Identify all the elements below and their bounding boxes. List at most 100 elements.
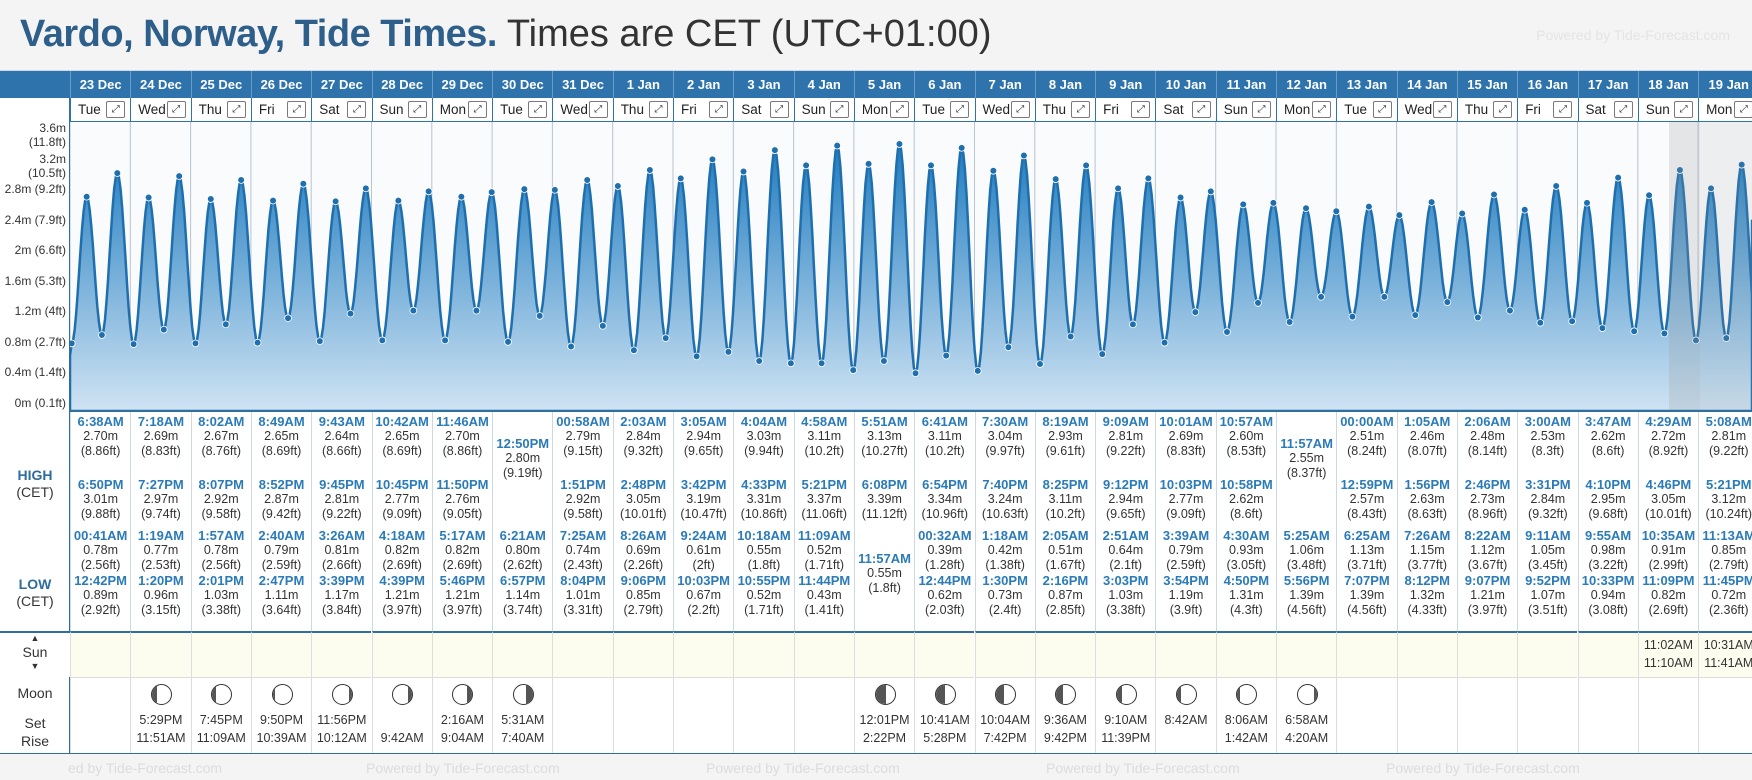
tide-point[interactable]	[1348, 312, 1357, 321]
tide-point[interactable]	[82, 192, 91, 201]
tide-point[interactable]	[1583, 199, 1591, 207]
expand-day-button[interactable]: ⤢	[1674, 101, 1694, 118]
tide-point[interactable]	[129, 340, 138, 348]
tide-point[interactable]	[394, 196, 403, 205]
tide-point[interactable]	[175, 172, 183, 180]
tide-point[interactable]	[472, 306, 481, 315]
tide-point[interactable]	[237, 176, 245, 184]
tide-point[interactable]	[191, 339, 200, 348]
tide-point[interactable]	[1490, 190, 1498, 199]
footer-powered-3[interactable]: Powered by Tide-Forecast.com	[706, 760, 900, 776]
tide-point[interactable]	[833, 141, 841, 150]
tide-point[interactable]	[724, 348, 733, 356]
expand-day-button[interactable]: ⤢	[166, 101, 186, 118]
tide-point[interactable]	[1660, 329, 1669, 338]
tide-point[interactable]	[1365, 202, 1373, 211]
sun-down-arrow[interactable]: ▼	[30, 661, 40, 671]
tide-point[interactable]	[70, 339, 76, 348]
sun-up-arrow[interactable]: ▲	[30, 633, 40, 643]
tide-point[interactable]	[441, 336, 449, 345]
expand-day-button[interactable]: ⤢	[709, 101, 729, 118]
tide-point[interactable]	[253, 338, 262, 347]
tide-point[interactable]	[942, 351, 950, 360]
expand-day-button[interactable]: ⤢	[1312, 101, 1332, 118]
tide-point[interactable]	[1552, 182, 1560, 190]
expand-day-button[interactable]: ⤢	[1071, 101, 1091, 118]
tide-point[interactable]	[802, 161, 810, 170]
expand-day-button[interactable]: ⤢	[829, 101, 849, 118]
tide-point[interactable]	[755, 357, 763, 365]
tide-point[interactable]	[1443, 298, 1452, 306]
tide-point[interactable]	[535, 312, 544, 320]
expand-day-button[interactable]: ⤢	[407, 101, 427, 118]
tide-point[interactable]	[708, 155, 717, 164]
expand-day-button[interactable]: ⤢	[1010, 101, 1030, 118]
tide-point[interactable]	[113, 169, 122, 177]
tide-point[interactable]	[1239, 200, 1248, 209]
tide-point[interactable]	[1098, 350, 1107, 358]
tide-point[interactable]	[1458, 209, 1466, 218]
tide-point[interactable]	[1332, 207, 1341, 216]
expand-day-button[interactable]: ⤢	[1131, 101, 1151, 118]
expand-day-button[interactable]: ⤢	[1493, 101, 1513, 118]
tide-point[interactable]	[646, 166, 654, 174]
tide-point[interactable]	[1520, 205, 1529, 214]
expand-day-button[interactable]: ⤢	[1251, 101, 1271, 118]
expand-day-button[interactable]: ⤢	[287, 101, 307, 118]
tide-point[interactable]	[1722, 334, 1731, 342]
tide-point[interactable]	[927, 161, 935, 170]
tide-point[interactable]	[520, 185, 529, 193]
tide-point[interactable]	[346, 309, 355, 318]
expand-day-button[interactable]: ⤢	[347, 101, 367, 118]
tide-point[interactable]	[378, 336, 387, 345]
tide-point[interactable]	[567, 342, 575, 351]
expand-day-button[interactable]: ⤢	[226, 101, 246, 118]
tide-point[interactable]	[1269, 199, 1278, 207]
tide-point[interactable]	[1474, 313, 1482, 322]
tide-point[interactable]	[409, 306, 418, 315]
tide-point[interactable]	[144, 193, 153, 202]
tide-point[interactable]	[1176, 193, 1185, 202]
tide-point[interactable]	[551, 186, 559, 194]
tide-point[interactable]	[614, 182, 622, 190]
tide-point[interactable]	[989, 166, 998, 175]
tide-point[interactable]	[1207, 187, 1215, 196]
tide-point[interactable]	[1114, 184, 1122, 193]
footer-powered-2[interactable]: Powered by Tide-Forecast.com	[366, 760, 560, 776]
tide-point[interactable]	[1223, 328, 1231, 336]
tide-point[interactable]	[1411, 311, 1420, 319]
expand-day-button[interactable]: ⤢	[950, 101, 970, 118]
tide-point[interactable]	[331, 197, 340, 206]
expand-day-button[interactable]: ⤢	[468, 101, 488, 118]
tide-point[interactable]	[1285, 318, 1294, 326]
tide-point[interactable]	[1395, 211, 1404, 219]
tide-point[interactable]	[362, 184, 370, 193]
tide-point[interactable]	[1036, 360, 1044, 368]
expand-day-button[interactable]: ⤢	[648, 101, 668, 118]
tide-point[interactable]	[504, 338, 512, 346]
tide-point[interactable]	[316, 337, 324, 345]
tide-point[interactable]	[1568, 317, 1576, 326]
tide-point[interactable]	[1737, 160, 1746, 169]
footer-powered-1[interactable]: ed by Tide-Forecast.com	[68, 760, 223, 776]
tide-point[interactable]	[1676, 166, 1684, 174]
expand-day-button[interactable]: ⤢	[1613, 101, 1633, 118]
tide-point[interactable]	[583, 176, 591, 184]
tide-point[interactable]	[269, 196, 277, 205]
tide-point[interactable]	[424, 187, 433, 196]
tide-point[interactable]	[864, 160, 873, 168]
tide-point[interactable]	[957, 144, 966, 152]
tide-point[interactable]	[1020, 151, 1028, 160]
tide-point[interactable]	[911, 369, 920, 378]
tide-point[interactable]	[1427, 198, 1436, 206]
expand-day-button[interactable]: ⤢	[1372, 101, 1392, 118]
tide-point[interactable]	[98, 331, 106, 339]
tide-point[interactable]	[895, 140, 904, 148]
tide-point[interactable]	[599, 322, 607, 330]
tide-point[interactable]	[692, 352, 701, 361]
expand-day-button[interactable]: ⤢	[1432, 101, 1452, 118]
tide-point[interactable]	[1051, 175, 1060, 183]
tide-point[interactable]	[973, 367, 982, 375]
expand-day-button[interactable]: ⤢	[769, 101, 789, 118]
tide-point[interactable]	[487, 188, 496, 196]
